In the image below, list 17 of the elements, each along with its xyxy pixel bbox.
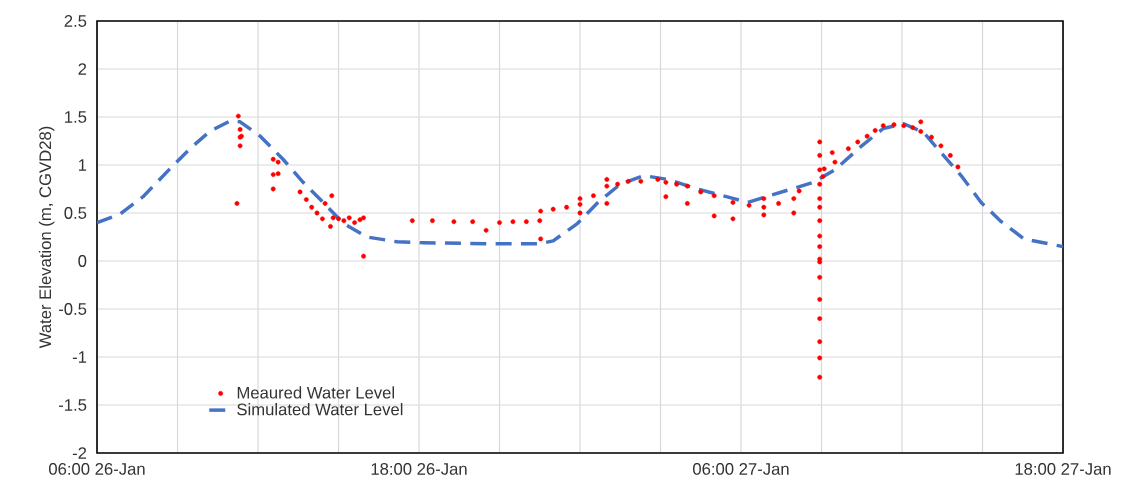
y-tick-label: -2 (72, 447, 87, 459)
y-tick-label: -1.5 (58, 399, 87, 411)
y-tick-label: 2.5 (64, 15, 87, 27)
x-tick-label: 18:00 26-Jan (371, 463, 467, 475)
x-tick-label: 18:00 27-Jan (1015, 463, 1111, 475)
legend-label: Meaured Water Level (237, 386, 394, 399)
y-tick-label: 1.5 (65, 111, 87, 123)
y-tick-label: 2 (78, 63, 87, 75)
legend-label: Simulated Water Level (237, 403, 403, 416)
y-tick-label: 1 (78, 159, 87, 171)
y-tick-label: 0.5 (64, 207, 87, 219)
y-tick-label: -1 (72, 351, 87, 363)
x-tick-label: 06:00 27-Jan (693, 463, 789, 475)
y-tick-label: -0.5 (58, 303, 87, 315)
y-axis-title: Water Elevation (m, CGVD28) (38, 126, 55, 349)
y-tick-label: 0 (78, 255, 87, 267)
x-tick-label: 06:00 26-Jan (49, 463, 145, 475)
